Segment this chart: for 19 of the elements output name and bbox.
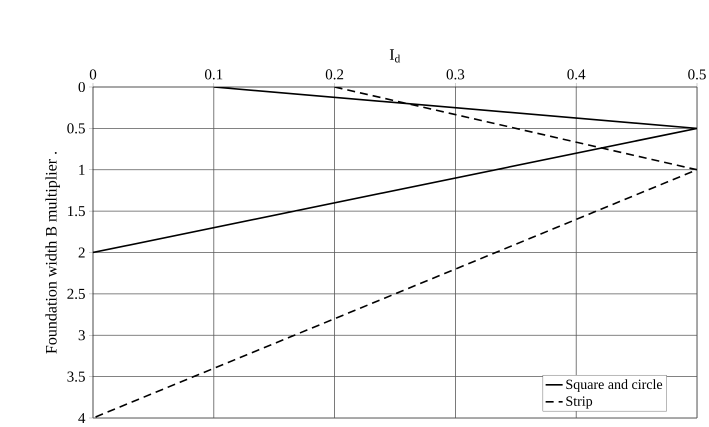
x-tick-label: 0 <box>90 69 96 80</box>
y-tick-label: 2.5 <box>67 288 85 299</box>
x-tick-label: 0.4 <box>567 69 586 80</box>
y-tick-label: 2 <box>78 248 85 258</box>
y-tick-label: 3.5 <box>67 372 85 382</box>
y-axis-title: Foundation width B multiplier . <box>45 152 60 354</box>
x-tick-label: 0.5 <box>688 69 706 80</box>
legend-label: Strip <box>566 396 592 409</box>
x-tick-label: 0.3 <box>446 69 464 80</box>
x-tick-label: 0.1 <box>205 69 222 80</box>
y-tick-label: 1 <box>79 164 85 175</box>
y-tick-label: 4 <box>78 413 86 423</box>
y-tick-label: 0.5 <box>67 123 85 134</box>
x-axis-title: I$_{d}$ <box>390 49 400 62</box>
x-tick-label: 0.2 <box>326 69 344 80</box>
y-tick-label: 0 <box>78 82 85 92</box>
y-tick-label: 3 <box>78 330 85 340</box>
legend-label: Square and circle <box>566 379 662 392</box>
y-tick-label: 1.5 <box>68 206 85 216</box>
